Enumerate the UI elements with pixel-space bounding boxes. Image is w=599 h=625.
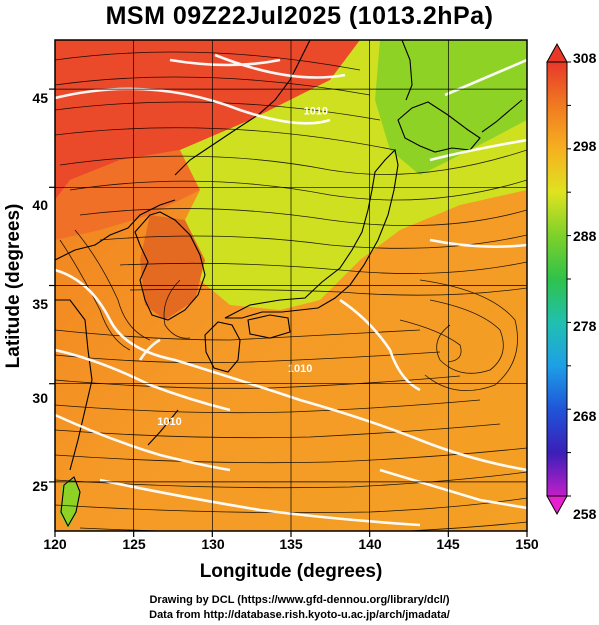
credit-data-source: Data from http://database.rish.kyoto-u.a… [149,609,450,621]
colorbar-label: 298 [573,138,597,154]
x-tick-label: 130 [201,536,225,552]
warm-continent-region [55,40,360,200]
x-tick-label: 140 [358,536,382,552]
y-tick-label: 40 [32,197,48,213]
colorbar-scale [546,61,568,497]
y-axis-title: Latitude (degrees) [3,204,24,369]
isobars [55,53,527,527]
colorbar-label: 308 [573,50,597,66]
credit-dcl: Drawing by DCL (https://www.gfd-dennou.o… [149,594,450,606]
colorbar: 308 298 288 278 268 258 [546,42,597,522]
colorbar-ticks [567,61,571,497]
coolest-region [375,40,527,175]
colorbar-bottom-arrow [546,495,568,516]
contour-label: 1010 [304,106,328,118]
contour-label: 1010 [157,416,181,428]
y-tick-label: 25 [32,478,48,494]
y-tick-label: 35 [32,296,48,312]
x-tick-label: 125 [122,536,146,552]
taiwan-region [60,478,80,528]
page-title: MSM 09Z22Jul2025 (1013.2hPa) [105,2,494,30]
streamlines [55,51,527,531]
axis-ticks [49,88,528,537]
y-tick-label: 45 [32,90,48,106]
contour-label: 1010 [288,363,312,375]
x-tick-label: 135 [279,536,303,552]
y-tick-label: 30 [32,390,48,406]
continent-orange-region [55,150,200,240]
x-tick-label: 145 [436,536,460,552]
colorbar-top-arrow [546,42,568,63]
korea-region [140,215,205,320]
x-tick-label: 120 [43,536,67,552]
coastlines [55,40,523,528]
colorbar-label: 288 [573,228,597,244]
x-axis-title: Longitude (degrees) [200,561,383,582]
colorbar-label: 268 [573,408,597,424]
colorbar-label: 258 [573,506,597,522]
x-tick-label: 150 [515,536,539,552]
colorbar-label: 278 [573,318,597,334]
